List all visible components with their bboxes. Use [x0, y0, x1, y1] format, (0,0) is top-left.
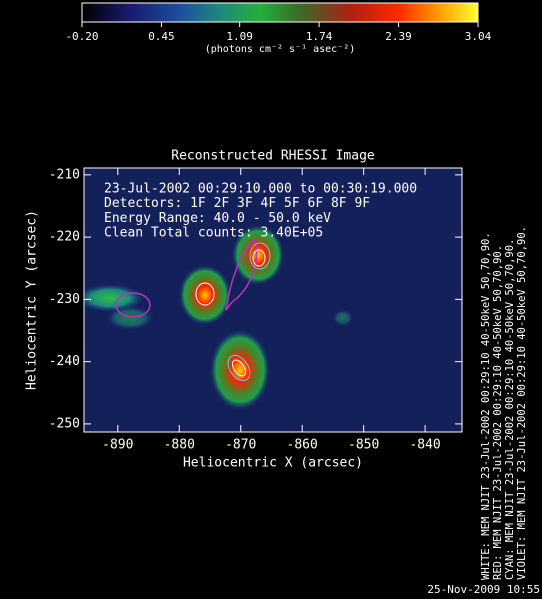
x-tick-label: -840	[409, 438, 440, 453]
x-tick-label: -860	[287, 438, 318, 453]
x-tick-label: -890	[102, 438, 133, 453]
x-tick-label: -850	[348, 438, 379, 453]
x-tick-label: -870	[225, 438, 256, 453]
legend-line: WHITE: MEM NJIT 23-Jul-2002 00:29:10 40-…	[480, 232, 492, 580]
timestamp: 25-Nov-2009 10:55	[427, 583, 540, 596]
colorbar-tick-label: 1.09	[226, 30, 253, 43]
colorbar-tick-label: 1.74	[306, 30, 333, 43]
colorbar	[81, 2, 479, 23]
annotation: Detectors: 1F 2F 3F 4F 5F 6F 8F 9F	[104, 196, 370, 211]
chart-title: Reconstructed RHESSI Image	[171, 149, 375, 164]
image	[84, 168, 462, 432]
colorbar-tick-label: -0.20	[65, 30, 98, 43]
y-tick-label: -250	[49, 416, 80, 431]
colorbar-label: (photons cm⁻² s⁻¹ asec⁻²)	[205, 44, 356, 55]
legend-line: CYAN: MEM NJIT 23-Jul-2002 00:29:10 40-5…	[504, 239, 516, 580]
colorbar-tick-label: 2.39	[385, 30, 412, 43]
y-tick-label: -230	[49, 292, 80, 307]
legend-line: RED: MEM NJIT 23-Jul-2002 00:29:10 40-50…	[492, 245, 504, 580]
colorbar-tick-label: 3.04	[465, 30, 492, 43]
x-axis-label: Heliocentric X (arcsec)	[183, 456, 363, 471]
annotation: 23-Jul-2002 00:29:10.000 to 00:30:19.000	[104, 182, 417, 197]
legend-line: VIOLET: MEM NJIT 23-Jul-2002 00:29:10 40…	[516, 226, 528, 580]
colorbar-tick-label: 0.45	[148, 30, 175, 43]
annotation: Clean Total counts: 3.40E+05	[104, 226, 323, 241]
y-tick-label: -220	[49, 230, 80, 245]
y-tick-label: -240	[49, 354, 80, 369]
x-tick-label: -880	[164, 438, 195, 453]
y-tick-label: -210	[49, 167, 80, 182]
plot-frame	[83, 167, 463, 433]
annotation: Energy Range: 40.0 - 50.0 keV	[104, 211, 331, 226]
y-axis-label: Heliocentric Y (arcsec)	[25, 210, 40, 390]
